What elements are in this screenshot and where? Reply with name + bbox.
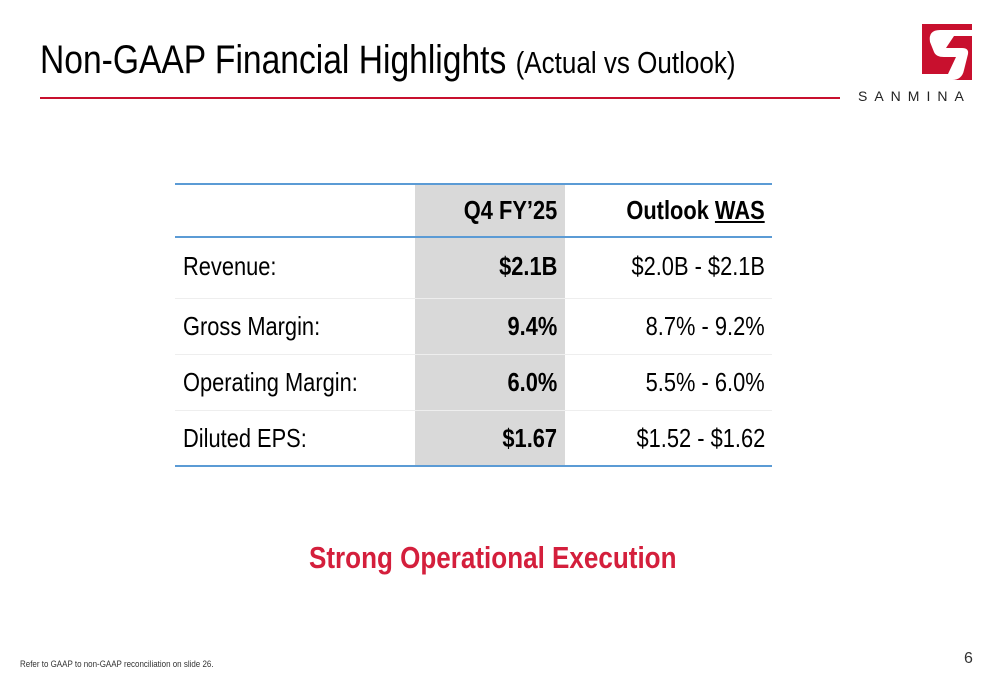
logo-text: SANMINA — [858, 88, 971, 104]
subtitle: (Actual vs Outlook) — [515, 45, 736, 80]
row-value: 8.7% - 9.2% — [565, 311, 765, 341]
cell-text: Revenue: — [183, 251, 277, 281]
table-rule — [175, 183, 772, 185]
page-number: 6 — [964, 650, 973, 667]
cell-text: $1.52 - $1.62 — [636, 423, 765, 453]
cell-text: 8.7% - 9.2% — [646, 311, 765, 341]
column-header: Outlook WAS — [565, 195, 765, 225]
table-rule — [175, 465, 772, 467]
cell-text: 5.5% - 6.0% — [646, 367, 765, 397]
row-label: Revenue: — [183, 251, 413, 281]
column-header: Q4 FY’25 — [415, 195, 557, 225]
table-rule — [175, 236, 772, 238]
cell-text: Diluted EPS: — [183, 423, 307, 453]
title-rule — [40, 97, 840, 99]
cell-text: Gross Margin: — [183, 311, 321, 341]
row-value: 5.5% - 6.0% — [565, 367, 765, 397]
row-label: Diluted EPS: — [183, 423, 413, 453]
row-value: 9.4% — [415, 311, 557, 341]
cell-text: $2.0B - $2.1B — [631, 251, 765, 281]
column-header-text: Outlook — [626, 195, 710, 225]
row-separator — [175, 410, 772, 411]
logo-mark — [922, 24, 972, 80]
actual-column-shade — [415, 183, 565, 466]
title: Non-GAAP Financial Highlights (Actual vs… — [40, 38, 736, 82]
row-separator — [175, 354, 772, 355]
row-value: $1.67 — [415, 423, 557, 453]
tagline-text: Strong Operational Execution — [309, 540, 677, 575]
cell-text: 9.4% — [507, 311, 557, 341]
row-value: $1.52 - $1.62 — [565, 423, 765, 453]
cell-text: 6.0% — [507, 367, 557, 397]
row-value: 6.0% — [415, 367, 557, 397]
footnote: Refer to GAAP to non-GAAP reconciliation… — [20, 659, 250, 670]
tagline: Strong Operational Execution — [0, 540, 986, 576]
column-header-emphasis: WAS — [715, 195, 765, 225]
title-block: Non-GAAP Financial Highlights (Actual vs… — [40, 38, 868, 83]
row-value: $2.0B - $2.1B — [565, 251, 765, 281]
row-label: Operating Margin: — [183, 367, 413, 397]
row-separator — [175, 298, 772, 299]
cell-text: Operating Margin: — [183, 367, 358, 397]
cell-text: $2.1B — [498, 251, 557, 281]
row-label: Gross Margin: — [183, 311, 413, 341]
cell-text: $1.67 — [502, 423, 557, 453]
footnote-text: Refer to GAAP to non-GAAP reconciliation… — [20, 659, 214, 670]
row-value: $2.1B — [415, 251, 557, 281]
column-header-text: Q4 FY’25 — [463, 195, 557, 225]
